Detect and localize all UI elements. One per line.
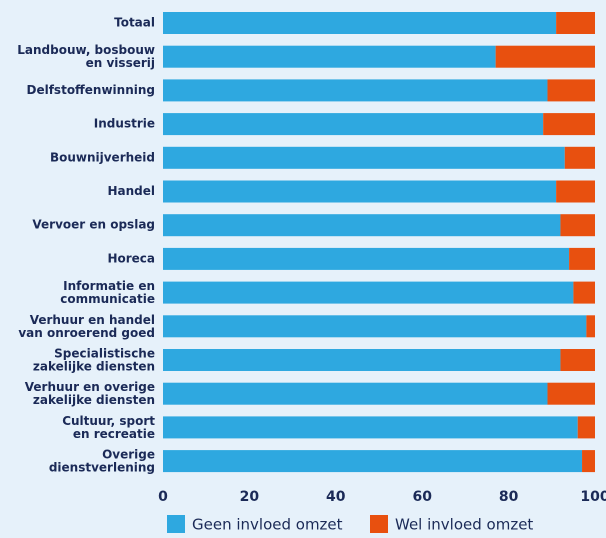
x-tick-label: 80	[499, 489, 519, 505]
category-label: Verhuur en handel van onroerend goed	[18, 312, 155, 339]
bar-segment	[543, 113, 595, 136]
category-label: Bouwnijverheid	[50, 150, 155, 164]
bar-segment	[577, 416, 595, 439]
bar-segment	[569, 247, 595, 270]
bar-segment	[163, 247, 570, 270]
bar-segment	[495, 45, 595, 68]
x-tick-label: 20	[240, 489, 260, 505]
category-label: Informatie en communicatie	[60, 279, 155, 306]
x-tick-label: 100	[580, 489, 606, 505]
bar-segment	[556, 12, 595, 34]
category-label: Handel	[107, 184, 155, 198]
bar-segment	[556, 180, 595, 203]
bar-segment	[163, 349, 561, 371]
bar-segment	[564, 146, 595, 169]
category-label: Delfstoffenwinning	[27, 83, 156, 97]
bar-segment	[582, 450, 595, 473]
category-label: Specialistische zakelijke diensten	[33, 346, 155, 373]
legend-label: Wel invloed omzet	[395, 516, 533, 534]
bar-segment	[560, 349, 595, 371]
category-label: Landbouw, bosbouw en visserij	[17, 43, 155, 70]
legend-swatch	[167, 515, 185, 533]
bar-segment	[163, 113, 544, 136]
bar-segment	[573, 281, 595, 304]
legend-label: Geen invloed omzet	[192, 516, 343, 534]
bar-segment	[163, 450, 583, 473]
x-tick-label: 60	[412, 489, 432, 505]
bar-segment	[163, 281, 574, 304]
category-label: Verhuur en overige zakelijke diensten	[25, 380, 155, 407]
bar-segment	[547, 382, 595, 405]
bar-segment	[163, 180, 557, 203]
bar-segment	[560, 214, 595, 237]
category-label: Totaal	[114, 16, 155, 30]
category-label: Horeca	[107, 251, 155, 265]
bar-segment	[163, 45, 496, 68]
x-tick-label: 0	[158, 489, 168, 505]
bar-segment	[547, 79, 595, 102]
bar-segment	[163, 146, 565, 169]
bar-segment	[163, 214, 561, 237]
category-label: Vervoer en opslag	[32, 218, 155, 232]
category-label: Overige dienstverlening	[49, 447, 155, 474]
bar-segment	[163, 382, 548, 405]
category-label: Cultuur, sport en recreatie	[62, 413, 155, 440]
legend-swatch	[370, 515, 388, 533]
bar-segment	[163, 315, 587, 338]
bar-segment	[586, 315, 595, 338]
bar-segment	[163, 416, 578, 439]
bar-segment	[163, 79, 548, 102]
bar-segment	[163, 12, 557, 34]
x-tick-label: 40	[326, 489, 346, 505]
category-label: Industrie	[94, 117, 155, 131]
